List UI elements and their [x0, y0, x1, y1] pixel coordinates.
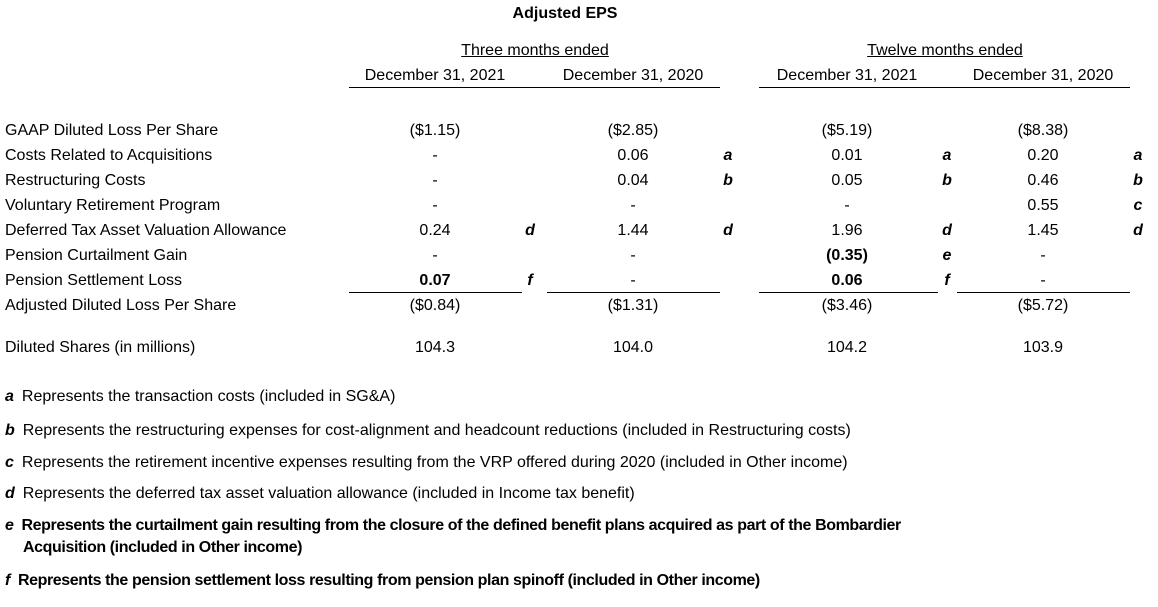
cell-value: - [432, 172, 438, 189]
footnote-marker: b [1133, 172, 1143, 189]
cell-value: - [432, 197, 438, 214]
footnote-text: Represents the restructuring expenses fo… [22, 422, 851, 439]
footnote: b Represents the restructuring expenses f… [5, 421, 851, 441]
footnote-key: b [5, 422, 15, 439]
cell-value: 104.0 [612, 339, 654, 356]
row-label: Deferred Tax Asset Valuation Allowance [5, 222, 287, 239]
subtotal-rule [957, 292, 1130, 293]
row-label: Pension Settlement Loss [5, 272, 182, 289]
footnote: d Represents the deferred tax asset valua… [5, 484, 635, 504]
footnote-marker: d [723, 222, 733, 239]
row-label: Adjusted Diluted Loss Per Share [5, 297, 237, 314]
header-rule [349, 87, 720, 88]
row-label: Voluntary Retirement Program [5, 197, 221, 214]
cell-value: 0.55 [1027, 197, 1059, 214]
row-label: Costs Related to Acquisitions [5, 147, 213, 164]
cell-value: - [630, 272, 636, 289]
column-header: December 31, 2020 [562, 67, 704, 84]
footnote-marker: f [527, 272, 533, 289]
cell-value: (0.35) [826, 247, 868, 264]
cell-value: 103.9 [1022, 339, 1064, 356]
footnote-text: Represents the transaction costs (includ… [21, 388, 396, 405]
header-rule [759, 87, 1130, 88]
cell-value: 0.07 [419, 272, 451, 289]
group-header-three-months: Three months ended [461, 42, 609, 59]
cell-value: - [1040, 272, 1046, 289]
footnote-marker: b [942, 172, 952, 189]
column-header: December 31, 2020 [972, 67, 1114, 84]
footnote-key: c [5, 454, 14, 471]
cell-value: 104.2 [826, 339, 868, 356]
footnote-marker: c [1133, 197, 1143, 214]
footnote-marker: d [1133, 222, 1143, 239]
footnote-text-continued: Acquisition (included in Other income) [23, 539, 303, 556]
cell-value: 0.01 [831, 147, 863, 164]
footnote: f Represents the pension settlement loss … [5, 571, 760, 591]
cell-value: ($5.19) [821, 122, 873, 139]
footnote-marker: e [942, 247, 952, 264]
footnote: a Represents the transaction costs (inclu… [5, 387, 395, 407]
footnote-marker: b [723, 172, 733, 189]
footnote-key: d [5, 485, 15, 502]
cell-value: - [630, 197, 636, 214]
cell-value: ($5.72) [1017, 297, 1069, 314]
row-label: Restructuring Costs [5, 172, 146, 189]
subtotal-rule [547, 292, 720, 293]
footnote-text: Represents the pension settlement loss r… [17, 572, 760, 589]
footnote-key: e [5, 517, 14, 534]
cell-value: ($3.46) [821, 297, 873, 314]
cell-value: 0.06 [617, 147, 649, 164]
footnote-marker: a [1133, 147, 1143, 164]
footnote-marker: a [942, 147, 952, 164]
cell-value: 0.04 [617, 172, 649, 189]
row-label: Diluted Shares (in millions) [5, 339, 196, 356]
subtotal-rule [349, 292, 522, 293]
cell-value: 0.06 [831, 272, 863, 289]
footnote-text: Represents the curtailment gain resultin… [21, 517, 902, 534]
cell-value: 0.24 [419, 222, 451, 239]
table-title: Adjusted EPS [512, 5, 618, 22]
cell-value: - [1040, 247, 1046, 264]
subtotal-rule [759, 292, 938, 293]
cell-value: ($8.38) [1017, 122, 1069, 139]
footnote-key: a [5, 388, 14, 405]
cell-value: - [432, 147, 438, 164]
cell-value: 1.96 [831, 222, 863, 239]
cell-value: 1.45 [1027, 222, 1059, 239]
cell-value: 0.20 [1027, 147, 1059, 164]
group-header-twelve-months: Twelve months ended [867, 42, 1023, 59]
cell-value: 0.46 [1027, 172, 1059, 189]
cell-value: - [432, 247, 438, 264]
cell-value: - [844, 197, 850, 214]
footnote-marker: d [942, 222, 952, 239]
footnote-key: f [5, 572, 10, 589]
cell-value: ($0.84) [409, 297, 461, 314]
row-label: GAAP Diluted Loss Per Share [5, 122, 219, 139]
cell-value: ($1.15) [409, 122, 461, 139]
footnote-text: Represents the deferred tax asset valuat… [22, 485, 635, 502]
cell-value: 0.05 [831, 172, 863, 189]
column-header: December 31, 2021 [364, 67, 506, 84]
footnote: c Represents the retirement incentive exp… [5, 453, 848, 473]
column-header: December 31, 2021 [776, 67, 918, 84]
cell-value: ($1.31) [607, 297, 659, 314]
footnote-marker: f [944, 272, 950, 289]
cell-value: - [630, 247, 636, 264]
cell-value: 1.44 [617, 222, 649, 239]
footnote-marker: a [723, 147, 733, 164]
footnote-marker: d [525, 222, 535, 239]
footnote-text: Represents the retirement incentive expe… [21, 454, 848, 471]
cell-value: ($2.85) [607, 122, 659, 139]
row-label: Pension Curtailment Gain [5, 247, 188, 264]
cell-value: 104.3 [414, 339, 456, 356]
footnote: e Represents the curtailment gain resulti… [5, 516, 901, 536]
